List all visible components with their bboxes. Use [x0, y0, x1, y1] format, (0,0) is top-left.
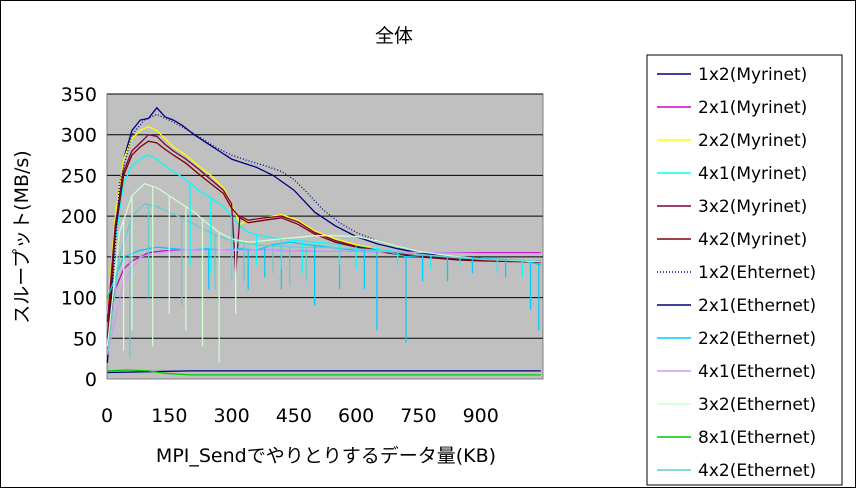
y-tick-label: 100: [61, 288, 97, 310]
x-tick-label: 0: [101, 405, 113, 427]
legend-label: 3x2(Ethernet): [698, 395, 816, 415]
x-tick-label: 900: [463, 405, 499, 427]
legend-label: 4x1(Ethernet): [698, 362, 816, 382]
legend-label: 4x2(Ethernet): [698, 461, 816, 481]
x-axis-label: MPI_Sendでやりとりするデータ量(KB): [156, 445, 496, 467]
y-tick-label: 50: [73, 328, 97, 350]
y-tick-label: 150: [61, 247, 97, 269]
legend: 1x2(Myrinet) 2x1(Myrinet) 2x2(Myrinet) 4x1(…: [657, 65, 816, 481]
x-tick-label: 450: [276, 405, 312, 427]
legend-label: 1x2(Ehternet): [698, 263, 816, 283]
series-line: [106, 140, 541, 339]
y-tick-label: 200: [61, 206, 97, 228]
legend-label: 8x1(Ethernet): [698, 428, 816, 448]
legend-label: 3x2(Myrinet): [698, 197, 807, 217]
y-tick-label: 350: [61, 84, 97, 106]
y-tick-label: 0: [85, 369, 97, 391]
legend-label: 2x1(Ethernet): [698, 296, 816, 316]
x-tick-label: 750: [400, 405, 436, 427]
legend-label: 2x1(Myrinet): [698, 98, 807, 118]
legend-label: 4x1(Myrinet): [698, 164, 807, 184]
x-tick-label: 300: [213, 405, 249, 427]
legend-box: [646, 54, 843, 486]
legend-label: 1x2(Myrinet): [698, 65, 807, 85]
y-tick-label: 250: [61, 165, 97, 187]
x-axis-ticks: 0 150 300 450 600 750 900: [101, 405, 499, 427]
series-lines: [106, 106, 542, 376]
series-line: [107, 369, 541, 376]
series-line: [107, 370, 541, 374]
chart-title: 全体: [375, 25, 413, 47]
x-tick-label: 150: [151, 405, 187, 427]
legend-label: 4x2(Myrinet): [698, 230, 807, 250]
series-line: [106, 182, 541, 347]
y-axis-ticks: 0 50 100 150 200 250 300 350: [61, 84, 97, 391]
x-tick-label: 600: [338, 405, 374, 427]
legend-label: 2x2(Myrinet): [698, 131, 807, 151]
y-tick-label: 300: [61, 125, 97, 147]
legend-label: 2x2(Ethernet): [698, 329, 816, 349]
y-axis-label: スループット(MB/s): [11, 150, 33, 323]
